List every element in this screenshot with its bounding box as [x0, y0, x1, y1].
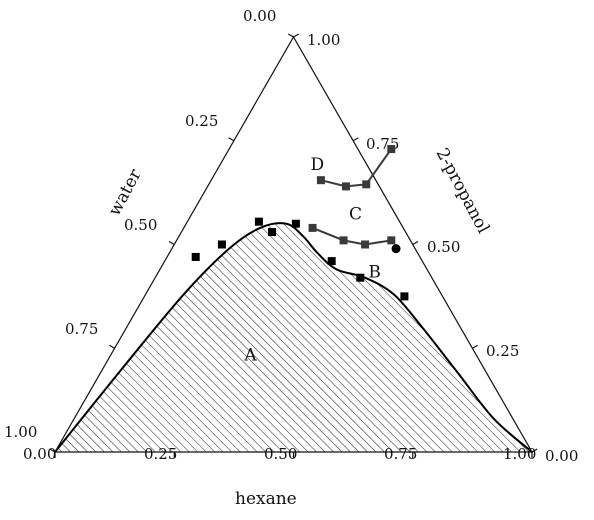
left-tick-4 — [49, 448, 56, 453]
series-0-point-2 — [254, 217, 263, 226]
left-axis-label: water — [105, 165, 146, 219]
right-tick-label-1: 0.25 — [486, 342, 519, 360]
right-tick-2 — [412, 240, 419, 246]
series-0-point-6 — [356, 273, 365, 282]
series-0-point-7 — [400, 292, 409, 301]
region-label-d: D — [311, 155, 325, 175]
series-2-point-0 — [316, 176, 325, 185]
region-label-a: A — [243, 346, 257, 366]
left-tick-2 — [168, 240, 175, 246]
series-0-point-5 — [327, 257, 336, 266]
data-series — [191, 145, 409, 301]
right-tick-label-4: 1.00 — [307, 31, 340, 49]
series-0-point-3 — [268, 228, 277, 237]
bottom-tick-label-1: 0.25 — [144, 445, 177, 463]
tick-marks — [49, 33, 538, 458]
right-tick-1 — [472, 344, 478, 349]
binodal-curve — [54, 222, 533, 453]
bottom-axis-label: hexane — [235, 489, 297, 509]
bottom-tick-label-0: 0.00 — [23, 445, 56, 463]
series-1-line — [312, 226, 392, 246]
right-axis-label: 2-propanol — [432, 145, 494, 237]
series-2-point-1 — [341, 182, 350, 191]
left-tick-label-2: 0.50 — [124, 216, 157, 234]
series-2-point-2 — [362, 180, 371, 189]
bottom-tick-label-4: 1.00 — [503, 445, 536, 463]
left-tick-label-1: 0.25 — [185, 112, 218, 130]
left-tick-0 — [287, 33, 294, 38]
left-tick-label-0: 0.00 — [243, 7, 276, 25]
region-label-c: C — [349, 205, 362, 225]
bottom-tick-label-2: 0.50 — [264, 445, 297, 463]
right-tick-0 — [531, 448, 538, 453]
bottom-tick-label-3: 0.75 — [384, 445, 417, 463]
series-0-point-1 — [217, 240, 226, 249]
series-1-point-3 — [387, 236, 396, 245]
left-tick-1 — [228, 137, 235, 142]
series-1-point-0 — [308, 223, 317, 232]
hatched-two-phase-region — [55, 223, 532, 452]
series-0-point-4 — [291, 219, 300, 228]
left-tick-label-4: 1.00 — [4, 423, 37, 441]
series-3-point-0 — [391, 244, 401, 254]
series-1-point-2 — [361, 240, 370, 249]
left-tick-label-3: 0.75 — [65, 320, 98, 338]
left-tick-3 — [109, 344, 115, 349]
region-label-b: B — [368, 263, 381, 283]
series-0-point-0 — [191, 252, 200, 261]
region-labels: A B C D — [243, 155, 380, 366]
series-2-line — [320, 148, 393, 188]
right-tick-label-0: 0.00 — [545, 447, 578, 465]
series-1-point-1 — [339, 236, 348, 245]
series-2-point-3 — [387, 145, 396, 154]
right-tick-label-2: 0.50 — [427, 238, 460, 256]
right-tick-3 — [352, 137, 359, 142]
right-tick-4 — [293, 33, 300, 38]
